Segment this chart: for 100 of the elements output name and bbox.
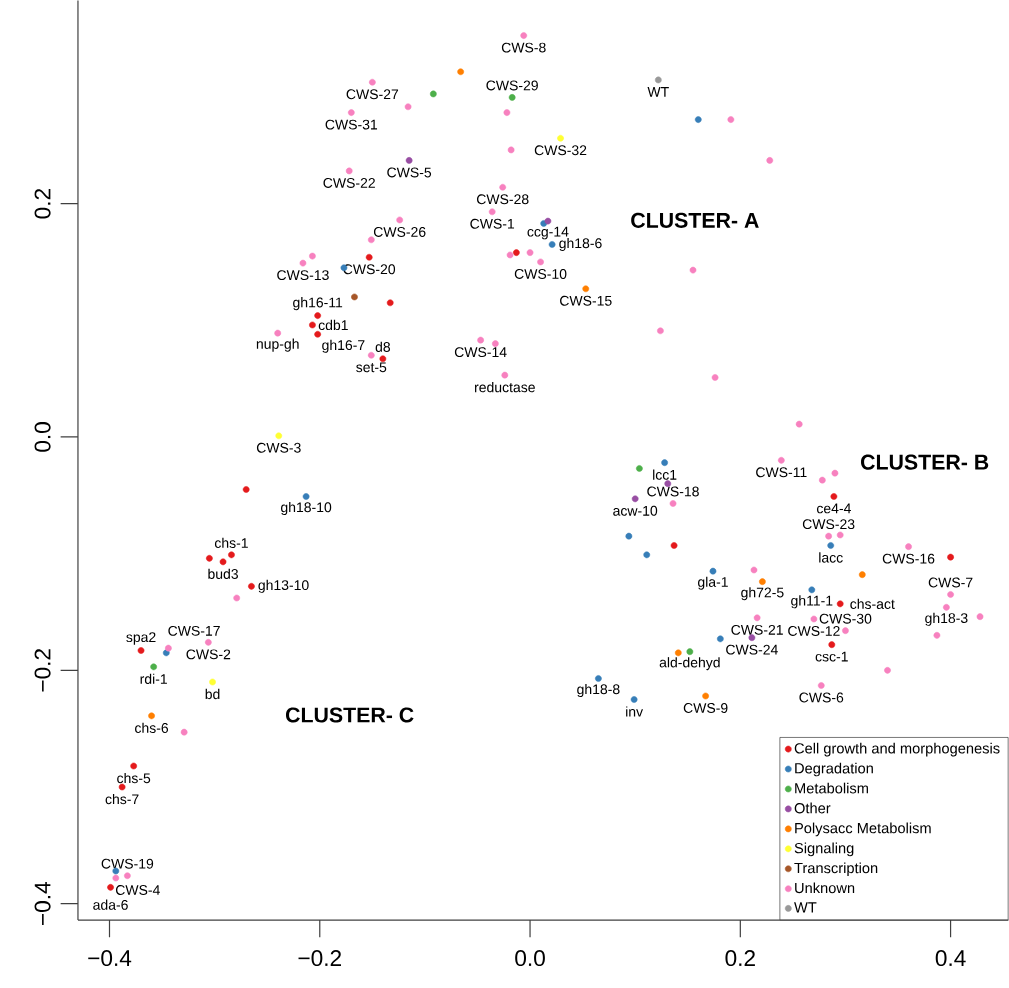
annotation: lcc1 bbox=[653, 469, 677, 480]
annotation: CWS-16 bbox=[882, 553, 935, 564]
annotation: CWS-10 bbox=[514, 269, 567, 279]
point bbox=[582, 285, 590, 293]
point bbox=[842, 627, 849, 634]
annotation: CWS-26 bbox=[373, 226, 426, 237]
legend-label: Unknown bbox=[795, 882, 855, 894]
annotation: lacc bbox=[819, 552, 843, 563]
point bbox=[830, 493, 838, 500]
point bbox=[686, 648, 694, 656]
x-tick-label: 0.0 bbox=[515, 950, 545, 967]
point bbox=[933, 632, 941, 639]
annotation: CLUSTER- A bbox=[631, 212, 759, 228]
point bbox=[750, 566, 758, 574]
point bbox=[827, 542, 835, 549]
annotation: CWS-3 bbox=[256, 442, 301, 453]
point bbox=[828, 641, 836, 649]
annotation: CWS-6 bbox=[799, 692, 844, 703]
point bbox=[367, 236, 375, 244]
annotation: CWS-32 bbox=[534, 145, 587, 156]
annotation: CWS-28 bbox=[476, 194, 529, 205]
point bbox=[630, 696, 638, 703]
annotation: ada-6 bbox=[93, 899, 128, 910]
point bbox=[130, 762, 138, 770]
annotation: gh18-8 bbox=[577, 683, 620, 698]
point bbox=[825, 532, 832, 540]
point bbox=[625, 532, 633, 540]
point bbox=[544, 217, 552, 225]
point bbox=[661, 459, 668, 466]
point bbox=[507, 146, 515, 154]
point bbox=[219, 558, 227, 566]
point bbox=[457, 68, 464, 76]
point bbox=[669, 500, 677, 507]
point bbox=[228, 551, 235, 559]
annotation: gh18-3 bbox=[925, 612, 968, 626]
point bbox=[657, 327, 664, 335]
annotation: chs-5 bbox=[117, 772, 151, 784]
annotation: ald-dehyd bbox=[659, 657, 720, 671]
legend-label: Cell growth and morphogenesis bbox=[794, 742, 1000, 757]
point bbox=[347, 109, 355, 116]
point bbox=[858, 571, 866, 578]
legend-label: Signaling bbox=[794, 842, 854, 857]
point bbox=[777, 456, 785, 464]
annotation: chs-7 bbox=[105, 793, 139, 805]
annotation: inv bbox=[626, 706, 644, 717]
point bbox=[670, 542, 678, 549]
point bbox=[150, 663, 157, 671]
point bbox=[345, 167, 353, 175]
annotation: chs-act bbox=[850, 598, 895, 609]
point bbox=[112, 874, 120, 882]
point bbox=[818, 476, 826, 484]
point bbox=[299, 259, 307, 267]
legend-label: WT bbox=[794, 902, 817, 913]
point bbox=[274, 329, 282, 337]
point bbox=[302, 493, 310, 500]
point bbox=[674, 649, 682, 657]
annotation: csc-1 bbox=[815, 651, 848, 662]
point bbox=[753, 614, 761, 622]
annotation: gh16-7 bbox=[322, 339, 365, 353]
point bbox=[209, 678, 216, 686]
annotation: gh11-1 bbox=[791, 595, 833, 609]
annotation: CWS-23 bbox=[802, 519, 855, 530]
annotation: d8 bbox=[375, 341, 391, 352]
point bbox=[499, 183, 507, 191]
point bbox=[702, 692, 709, 700]
annotation: CWS-14 bbox=[454, 347, 507, 358]
annotation: CWS-20 bbox=[343, 264, 396, 275]
point bbox=[405, 157, 413, 164]
point bbox=[905, 543, 912, 550]
point bbox=[107, 884, 114, 891]
legend-label: Metabolism bbox=[795, 782, 868, 794]
point bbox=[810, 615, 818, 623]
point bbox=[501, 371, 509, 379]
point bbox=[709, 567, 717, 575]
point bbox=[943, 604, 950, 611]
legend-label: Other bbox=[794, 802, 831, 814]
point bbox=[429, 90, 437, 98]
annotation: CWS-22 bbox=[323, 177, 375, 188]
annotation: CLUSTER- B bbox=[861, 454, 989, 470]
x-tick-label: −0.2 bbox=[298, 950, 341, 967]
point bbox=[836, 531, 844, 539]
annotation: CWS-7 bbox=[928, 577, 973, 588]
point bbox=[727, 116, 735, 123]
annotation: gh16-11 bbox=[293, 297, 343, 311]
point bbox=[386, 299, 394, 307]
x-tick-label: 0.2 bbox=[725, 950, 755, 967]
annotation: CWS-24 bbox=[726, 644, 778, 655]
annotation: CWS-5 bbox=[387, 167, 432, 178]
point bbox=[947, 553, 954, 561]
point bbox=[492, 340, 499, 347]
annotation: CWS-4 bbox=[115, 885, 160, 895]
annotation: WT bbox=[647, 87, 669, 97]
point bbox=[766, 157, 774, 164]
y-tick-label: −0.2 bbox=[34, 649, 51, 692]
point bbox=[506, 251, 514, 259]
point bbox=[711, 374, 719, 381]
point bbox=[367, 351, 375, 359]
annotation: CWS-21 bbox=[731, 624, 783, 635]
annotation: gla-1 bbox=[698, 576, 728, 590]
annotation: CWS-18 bbox=[647, 486, 699, 497]
